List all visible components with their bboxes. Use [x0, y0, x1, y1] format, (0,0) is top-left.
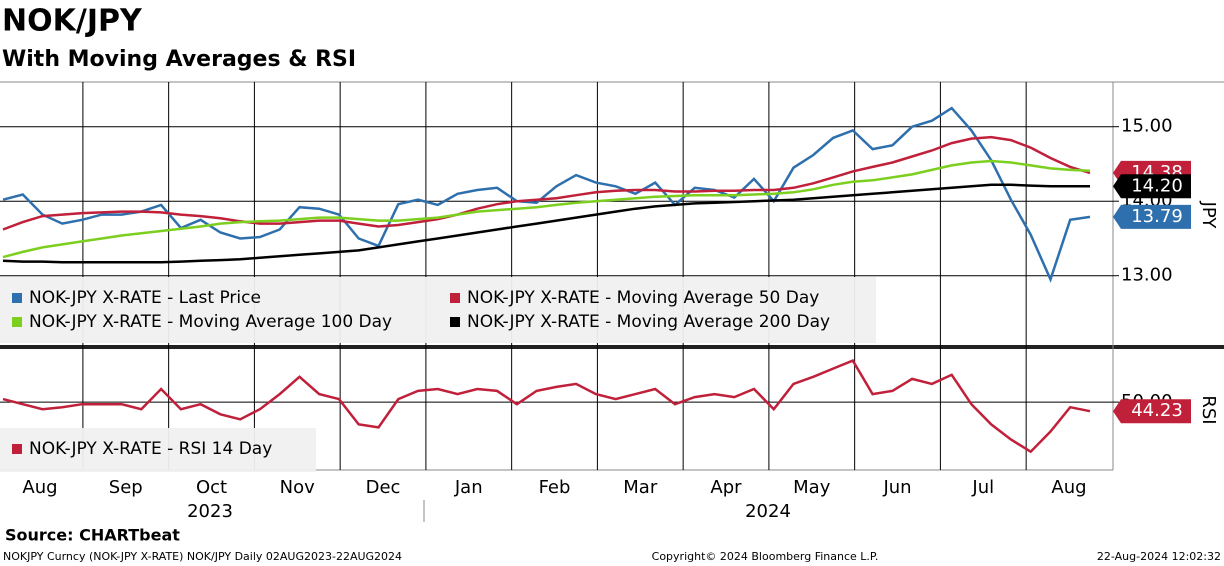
y-axis-label: JPY — [1198, 201, 1219, 230]
legend-swatch — [450, 317, 460, 327]
y-tick-label: 13.00 — [1121, 265, 1173, 286]
x-year-label: 2023 — [187, 501, 233, 522]
y-axis-label: RSI — [1198, 395, 1219, 424]
x-tick-label: Feb — [539, 477, 571, 498]
badge-shape — [1113, 174, 1191, 199]
series-line — [2, 183, 1090, 264]
panel-divider — [0, 345, 1224, 349]
series-line — [2, 135, 1091, 231]
legend-swatch — [12, 293, 22, 303]
legend-label: NOK-JPY X-RATE - Moving Average 100 Day — [29, 312, 392, 332]
series-line — [2, 106, 1091, 283]
source: Source: CHARTbeat — [5, 526, 180, 545]
badge-shape — [1113, 204, 1191, 229]
legend-swatch — [12, 317, 22, 327]
x-tick-label: Nov — [280, 477, 315, 498]
value-badge: 13.79 — [1113, 204, 1191, 229]
legend-box — [0, 428, 316, 472]
badge-label: 13.79 — [1131, 206, 1183, 227]
legend-swatch — [12, 444, 22, 454]
badge-label: 14.20 — [1131, 175, 1183, 196]
footer-left: NOKJPY Curncy (NOK-JPY X-RATE) NOK/JPY D… — [3, 550, 402, 563]
legend-box — [0, 277, 876, 343]
legend-label: NOK-JPY X-RATE - Last Price — [29, 288, 261, 308]
footer-center: Copyright© 2024 Bloomberg Finance L.P. — [652, 550, 879, 563]
x-tick-label: Dec — [366, 477, 401, 498]
series-line — [2, 359, 1091, 454]
x-tick-label: Apr — [710, 477, 742, 498]
x-tick-label: Jun — [882, 477, 911, 498]
chart-title: NOK/JPY — [2, 4, 143, 39]
value-badge: 44.23 — [1113, 399, 1191, 424]
x-tick-label: Aug — [1051, 477, 1086, 498]
x-tick-label: Oct — [196, 477, 227, 498]
legend-label: NOK-JPY X-RATE - Moving Average 200 Day — [467, 312, 830, 332]
x-tick-label: Aug — [22, 477, 57, 498]
x-tick-label: Jan — [454, 477, 483, 498]
x-tick-label: Mar — [623, 477, 658, 498]
x-tick-label: Sep — [109, 477, 143, 498]
badge-shape — [1113, 399, 1191, 424]
legend-label: NOK-JPY X-RATE - RSI 14 Day — [29, 439, 272, 459]
x-tick-label: May — [793, 477, 831, 498]
chart-subtitle: With Moving Averages & RSI — [2, 47, 356, 72]
legend-swatch — [450, 293, 460, 303]
footer-right: 22-Aug-2024 12:02:32 — [1097, 550, 1221, 563]
badge-label: 44.23 — [1131, 400, 1183, 421]
x-year-label: 2024 — [745, 501, 791, 522]
legend-label: NOK-JPY X-RATE - Moving Average 50 Day — [467, 288, 819, 308]
series-line — [2, 159, 1091, 259]
value-badge: 14.20 — [1113, 174, 1191, 199]
y-tick-label: 15.00 — [1121, 116, 1173, 137]
x-tick-label: Jul — [971, 477, 994, 498]
